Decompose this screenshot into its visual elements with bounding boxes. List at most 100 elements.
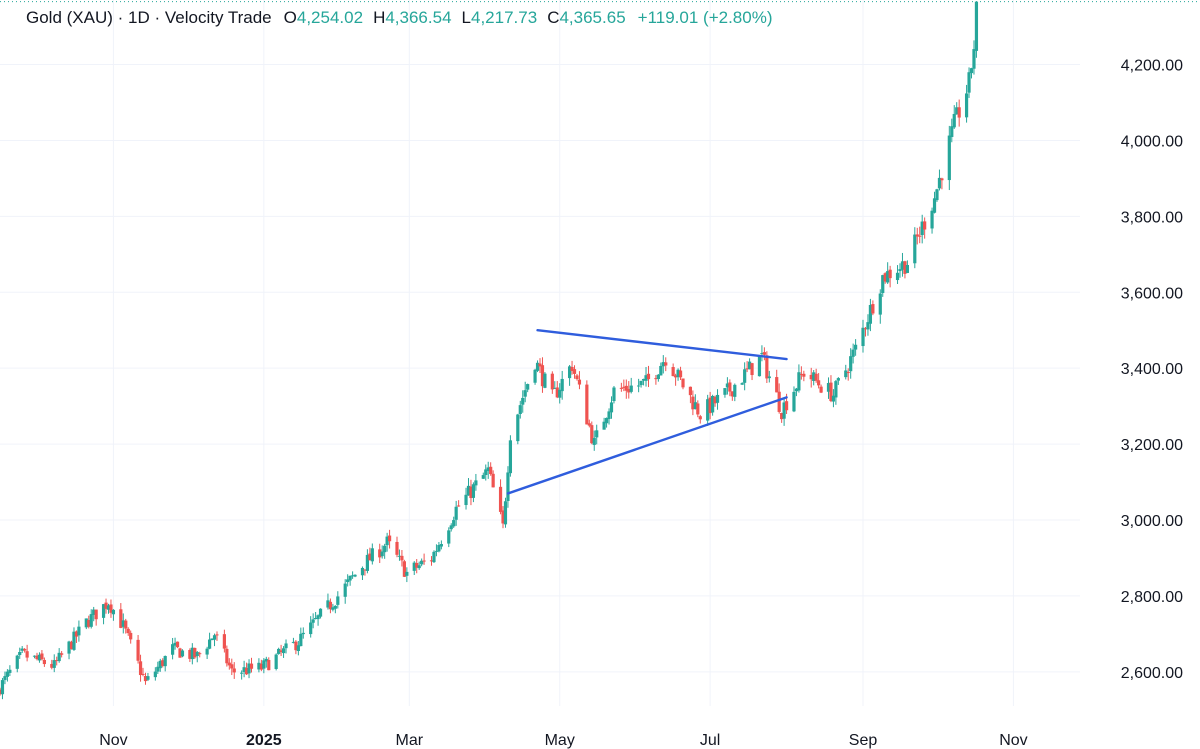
candle — [111, 609, 116, 621]
candle — [577, 371, 582, 390]
candle-body — [77, 626, 81, 636]
candle-body — [215, 634, 219, 636]
candle-body — [784, 401, 789, 411]
candle — [518, 400, 522, 419]
candle — [244, 662, 249, 675]
candle-body — [792, 391, 796, 412]
candle — [240, 670, 244, 680]
candle — [434, 544, 439, 557]
candle — [957, 99, 961, 127]
candle-body — [696, 403, 700, 415]
candle-body — [457, 505, 461, 507]
candle-body — [644, 375, 648, 381]
candle — [622, 379, 626, 392]
candle — [575, 373, 579, 381]
candle — [836, 377, 840, 385]
candle — [817, 373, 821, 389]
candle — [661, 355, 665, 374]
candle-body — [156, 666, 160, 672]
candle — [708, 391, 712, 420]
candle-body — [575, 375, 579, 380]
candle-body — [688, 386, 693, 396]
candle — [846, 368, 850, 381]
candle — [316, 614, 320, 626]
candle-body — [469, 486, 473, 499]
candle-body — [439, 544, 443, 547]
candle — [5, 669, 9, 682]
candle — [819, 384, 823, 394]
trendlines — [506, 329, 788, 495]
candle — [624, 379, 628, 399]
candle-body — [3, 676, 7, 680]
x-axis: Nov 2025 Mar May Jul Sep Nov — [99, 732, 1027, 749]
candle — [274, 653, 278, 671]
candle — [967, 67, 971, 98]
candle — [506, 466, 510, 508]
candle — [491, 470, 495, 488]
candle-body — [955, 107, 959, 115]
candle-body — [715, 394, 720, 403]
candle — [777, 383, 781, 414]
candle — [698, 414, 702, 424]
candle — [688, 386, 693, 404]
candle — [35, 652, 39, 661]
candle-body — [775, 377, 779, 393]
candle-body — [676, 369, 680, 378]
candle-body — [526, 384, 530, 390]
candle-body — [23, 649, 27, 651]
candle-body — [262, 660, 266, 669]
candle-body — [385, 536, 389, 546]
candle-body — [799, 374, 803, 376]
candle-body — [0, 689, 2, 695]
candle-body — [106, 605, 111, 610]
candle-body — [365, 554, 369, 571]
candle — [55, 656, 59, 666]
candle-body — [733, 384, 737, 397]
candle-body — [937, 177, 942, 189]
candle-body — [378, 549, 382, 558]
candle — [713, 395, 717, 407]
candle-body — [585, 384, 589, 425]
change-value: +119.01 (+2.80%) — [637, 8, 773, 27]
candle-body — [629, 385, 633, 392]
candle-body — [523, 390, 527, 397]
candle-body — [871, 304, 875, 314]
candle-body — [572, 369, 577, 374]
candle — [370, 543, 374, 565]
candle-body — [37, 654, 42, 661]
candle-body — [230, 664, 234, 669]
candle — [291, 637, 296, 644]
candle — [380, 545, 384, 559]
candle — [415, 559, 419, 574]
candle-body — [674, 375, 678, 378]
candle-body — [829, 382, 833, 402]
candle-body — [516, 414, 520, 442]
candle — [383, 543, 387, 559]
candle — [101, 603, 106, 625]
candle — [641, 378, 646, 386]
candle-body — [831, 395, 836, 402]
candle-body — [506, 472, 510, 501]
candle-body — [760, 353, 764, 355]
candle — [609, 396, 614, 419]
candle — [780, 412, 784, 423]
candle-body — [627, 388, 631, 393]
candle-body — [747, 361, 752, 370]
y-tick-label: 3,000.00 — [1121, 513, 1183, 530]
candle-body — [812, 372, 816, 381]
candle-body — [447, 530, 451, 544]
candle-body — [740, 383, 744, 385]
candle — [52, 654, 56, 673]
candle-body — [89, 614, 93, 627]
candle-body — [417, 565, 421, 569]
candle — [775, 369, 779, 393]
candle-body — [604, 417, 609, 424]
candle-body — [242, 667, 246, 672]
candle-body — [138, 661, 143, 676]
candle-body — [225, 648, 229, 664]
candle — [222, 629, 226, 653]
candle-body — [281, 648, 286, 654]
candle-body — [87, 619, 91, 627]
candle-body — [659, 365, 663, 376]
